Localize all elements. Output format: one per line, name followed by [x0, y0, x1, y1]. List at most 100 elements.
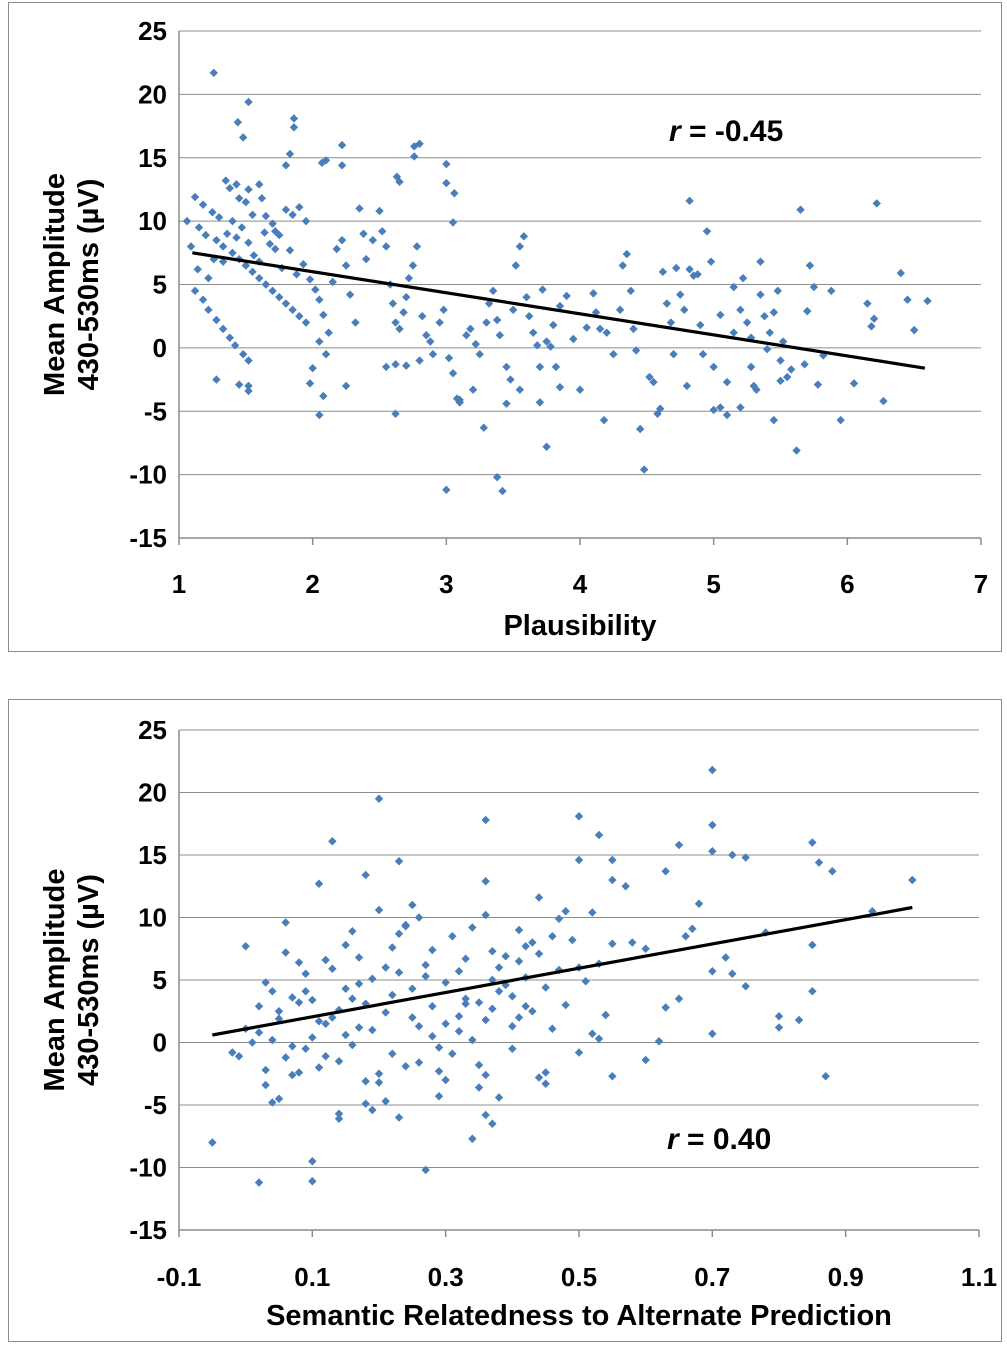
data-point — [868, 907, 877, 916]
data-point — [394, 1113, 404, 1122]
correlation-symbol: r — [667, 1123, 681, 1156]
data-point — [879, 396, 888, 406]
data-point — [261, 211, 271, 221]
data-point — [666, 318, 676, 327]
data-point — [661, 1003, 670, 1012]
data-point — [622, 249, 631, 259]
data-point — [337, 161, 347, 170]
data-point — [541, 983, 550, 992]
data-point — [414, 913, 424, 922]
y-tick-label: -15 — [129, 1215, 167, 1245]
data-point — [274, 1007, 284, 1016]
x-tick-label: 0.1 — [294, 1262, 330, 1292]
x-tick-label: 1 — [172, 569, 186, 599]
data-point — [641, 944, 650, 953]
data-point — [601, 1010, 610, 1020]
data-point — [621, 882, 630, 891]
data-point — [428, 1032, 437, 1041]
data-point — [481, 815, 490, 825]
data-point — [321, 955, 330, 965]
data-point — [341, 984, 350, 993]
data-point — [661, 867, 670, 876]
data-point — [418, 311, 427, 321]
data-point — [295, 202, 304, 212]
data-point — [337, 140, 347, 150]
data-point — [746, 362, 756, 372]
data-point — [388, 990, 397, 1000]
data-point — [261, 280, 271, 289]
data-point — [212, 375, 221, 384]
data-point — [268, 987, 277, 996]
data-point — [769, 415, 779, 425]
data-point — [729, 328, 738, 337]
data-point — [281, 299, 291, 308]
data-point — [410, 152, 419, 161]
data-point — [401, 1062, 410, 1071]
data-point — [475, 350, 484, 359]
data-point — [221, 176, 230, 185]
data-point — [299, 260, 308, 269]
data-point — [582, 323, 591, 332]
data-point — [494, 963, 504, 972]
data-point — [412, 242, 422, 251]
data-point — [534, 893, 544, 902]
data-point — [230, 341, 240, 350]
data-point — [421, 960, 430, 970]
data-point — [328, 837, 337, 846]
data-point — [602, 328, 611, 337]
data-point — [214, 213, 224, 222]
data-point — [355, 204, 364, 213]
data-point — [328, 277, 337, 287]
data-point — [525, 311, 534, 321]
data-point — [721, 953, 730, 962]
data-points — [208, 765, 917, 1187]
data-point — [228, 248, 237, 258]
data-point — [408, 984, 417, 993]
data-point — [261, 1065, 270, 1075]
data-point — [228, 216, 237, 226]
data-point — [225, 183, 234, 193]
data-point — [488, 947, 497, 956]
data-point — [698, 350, 708, 359]
data-point — [466, 324, 475, 334]
data-point — [599, 415, 609, 425]
data-point — [814, 858, 824, 867]
data-point — [654, 1037, 664, 1046]
data-point — [514, 957, 524, 966]
data-point — [502, 399, 511, 408]
data-point — [375, 206, 384, 216]
data-point — [442, 159, 451, 169]
data-point — [450, 189, 459, 198]
data-point — [434, 1067, 444, 1076]
data-point — [248, 267, 257, 277]
data-point — [481, 1070, 490, 1080]
data-point — [803, 306, 812, 316]
data-point — [808, 987, 817, 996]
data-point — [374, 1078, 384, 1087]
data-point — [872, 199, 881, 208]
data-point — [408, 261, 418, 270]
data-point — [281, 918, 290, 927]
data-point — [508, 992, 517, 1001]
data-point — [334, 1109, 344, 1118]
data-point — [218, 242, 228, 251]
data-point — [244, 238, 253, 247]
data-point — [428, 350, 438, 359]
data-point — [468, 923, 477, 932]
correlation-annotation: r = 0.40 — [667, 1123, 771, 1156]
data-point — [238, 133, 248, 142]
data-point — [237, 223, 247, 232]
trendline — [212, 905, 913, 1037]
data-point — [244, 381, 253, 391]
data-point — [319, 310, 328, 320]
y-axis-title-line: 430-530ms (µV) — [73, 874, 105, 1086]
data-point — [301, 969, 310, 978]
data-point — [595, 324, 605, 334]
data-point — [248, 210, 257, 219]
y-tick-label: -10 — [129, 1153, 167, 1183]
data-point — [672, 263, 681, 273]
x-tick-label: 6 — [840, 569, 854, 599]
data-point — [255, 273, 264, 283]
data-point — [198, 295, 208, 304]
data-point — [208, 208, 217, 217]
